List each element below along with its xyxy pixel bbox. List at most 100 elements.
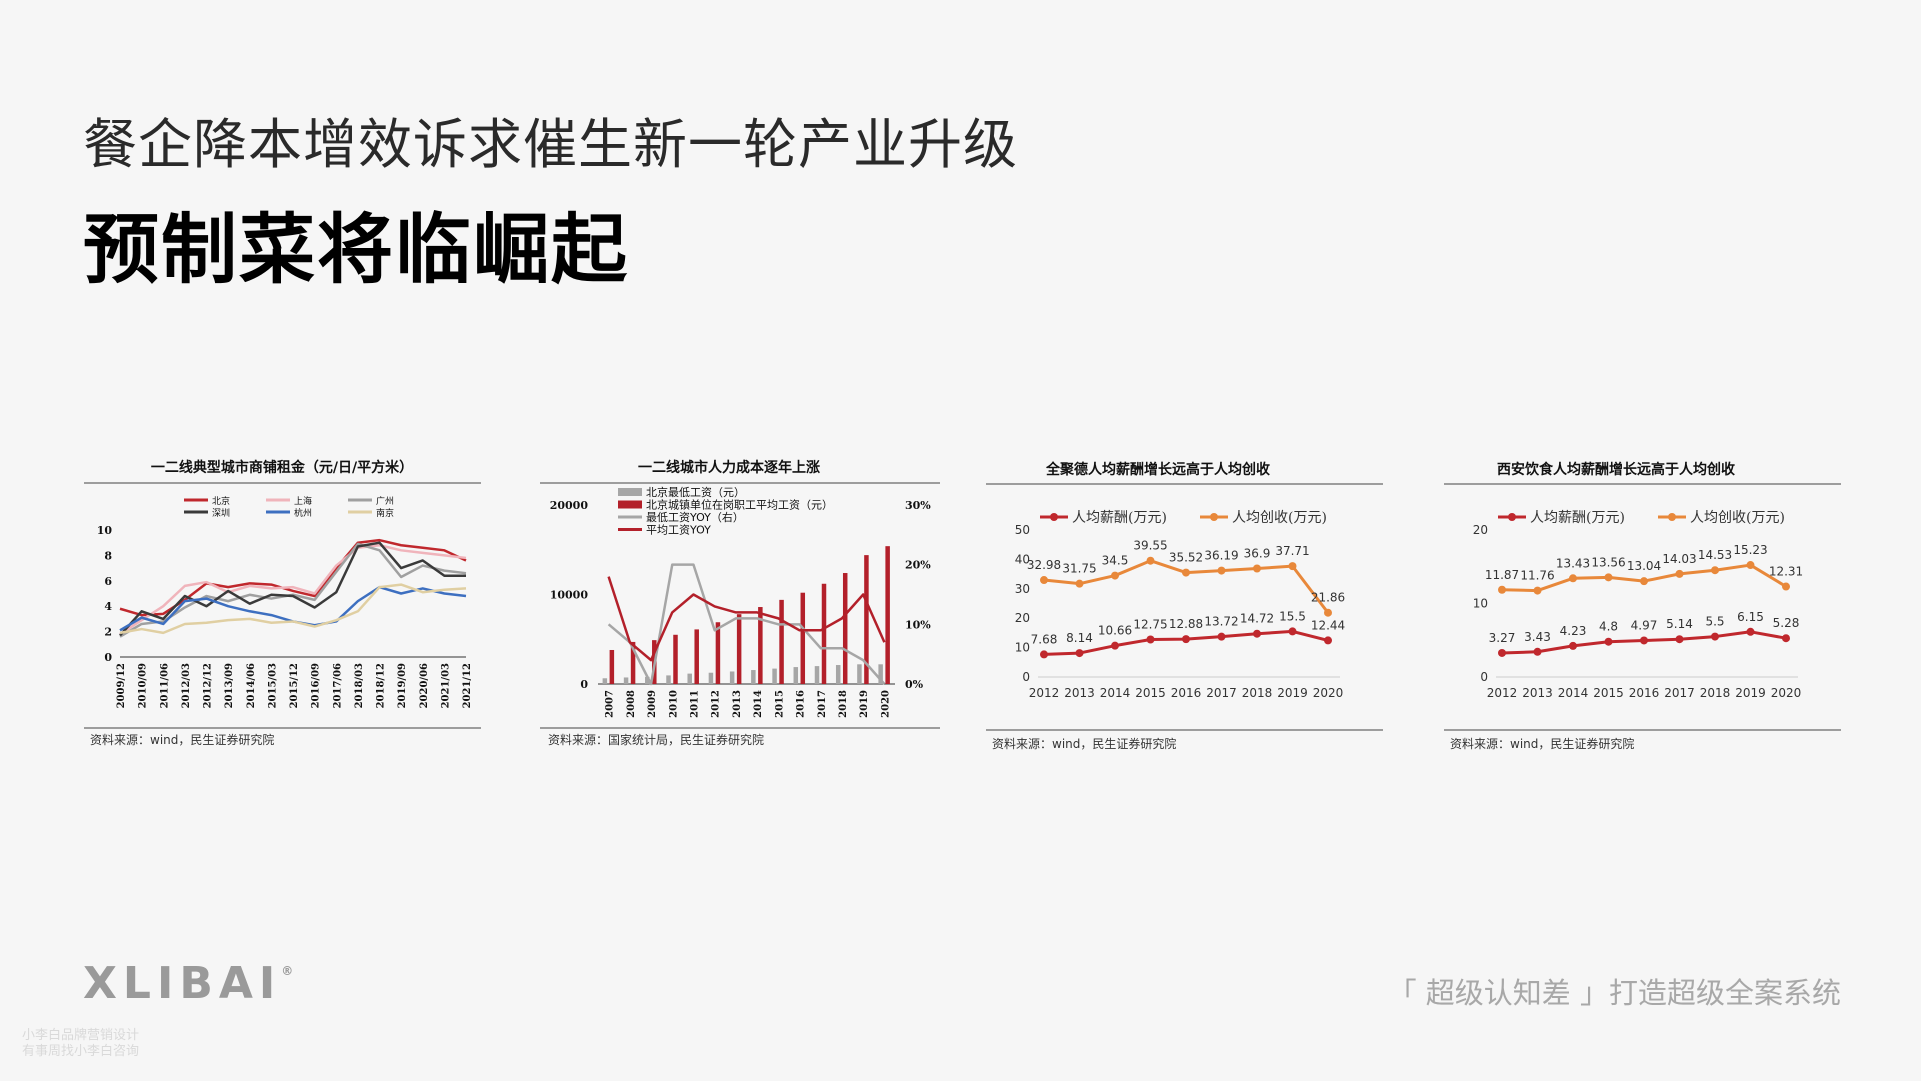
data-point [1498, 648, 1506, 657]
data-point [1498, 585, 1506, 594]
y-tick-label: 8 [104, 549, 112, 562]
x-tick-label: 2012/03 [181, 663, 192, 708]
data-label: 11.76 [1520, 569, 1554, 583]
data-label: 14.53 [1698, 548, 1732, 562]
logo-text: XLIBAI [83, 958, 282, 1009]
data-label: 32.98 [1027, 558, 1061, 572]
data-point [1782, 582, 1790, 591]
data-label: 11.87 [1485, 568, 1519, 582]
data-label: 10.66 [1098, 624, 1132, 638]
y-tick-label: 4 [104, 600, 112, 613]
bar [842, 573, 848, 684]
data-label: 4.23 [1560, 624, 1587, 638]
watermark-line: 有事周找小李白咨询 [22, 1044, 140, 1059]
page-title: 预制菜将临崛起 [83, 205, 629, 294]
x-tick-label: 2009/12 [116, 663, 127, 708]
bar [857, 664, 862, 684]
legend-label: 深圳 [212, 508, 230, 519]
bar [729, 671, 735, 684]
y-tick-label: 10000 [550, 589, 589, 602]
data-point [1746, 561, 1755, 570]
x-tick-label: 2017 [1206, 686, 1237, 700]
data-point [1604, 573, 1613, 582]
data-label: 13.56 [1591, 555, 1625, 569]
chart-source: 资料来源：wind，民生证券研究院 [992, 737, 1177, 751]
x-tick-label: 2015/03 [267, 663, 278, 708]
y-tick-label: 0 [104, 651, 112, 664]
data-point [1675, 635, 1684, 644]
legend-label: 杭州 [294, 507, 312, 519]
data-label: 8.14 [1066, 631, 1093, 645]
bar [708, 672, 714, 684]
x-tick-label: 2014 [1558, 686, 1589, 700]
data-label: 35.52 [1169, 551, 1203, 565]
bar [779, 599, 784, 684]
bar [821, 583, 827, 684]
x-tick-label: 2015 [774, 690, 785, 718]
page-subtitle: 餐企降本增效诉求催生新一轮产业升级 [83, 113, 1018, 176]
legend-label: 南京 [376, 507, 394, 519]
data-point [1111, 571, 1119, 580]
data-point [1711, 566, 1719, 575]
x-tick-label: 2017 [1664, 686, 1695, 700]
chart-panel-qjd: 全聚德人均薪酬增长远高于人均创收 0 10 20 30 40 50 2012 2013 2014 2… [986, 455, 1383, 755]
x-tick-label: 2014/06 [246, 663, 257, 708]
bar [687, 673, 692, 684]
x-tick-label: 2021/12 [462, 663, 473, 708]
data-label: 4.8 [1599, 620, 1618, 634]
data-point [1288, 562, 1297, 571]
data-label: 12.44 [1311, 618, 1345, 632]
x-tick-label: 2019 [1277, 686, 1308, 700]
data-label: 4.97 [1631, 618, 1658, 632]
y-tick-label: 20 [1473, 523, 1488, 537]
x-tick-label: 2010/09 [138, 663, 149, 708]
x-tick-label: 2013 [732, 690, 743, 718]
chart-title: 全聚德人均薪酬增长远高于人均创收 [1045, 461, 1271, 478]
x-tick-label: 2013 [1064, 686, 1095, 700]
y-tick-label: 2 [104, 626, 112, 639]
bar [715, 622, 721, 684]
data-label: 37.71 [1275, 544, 1309, 558]
bar [864, 555, 869, 684]
legend-swatch [618, 488, 642, 496]
y2-tick-label: 0% [905, 678, 924, 691]
x-tick-label: 2016 [1629, 686, 1660, 700]
rent-chart: 一二线典型城市商铺租金（元/日/平方米） 0 2 4 6 8 10 2009/12 2010/0… [84, 459, 481, 729]
legend-marker [1508, 513, 1516, 521]
data-point [1146, 635, 1155, 644]
y-tick-label: 0 [580, 678, 588, 691]
bar [758, 607, 763, 684]
x-tick-label: 2020 [1313, 686, 1344, 700]
legend-label: 北京城镇单位在岗职工平均工资（元） [646, 498, 833, 512]
legend-label: 人均薪酬(万元) [1530, 510, 1625, 526]
legend-label: 上海 [294, 495, 312, 507]
chart-title: 一二线城市人力成本逐年上涨 [638, 459, 820, 476]
data-point [1746, 627, 1755, 636]
data-point [1569, 641, 1577, 650]
data-label: 5.14 [1666, 617, 1693, 631]
chart-panel-rent: 一二线典型城市商铺租金（元/日/平方米） 0 2 4 6 8 10 2009/12 2010/0… [84, 455, 481, 755]
data-label: 5.28 [1773, 616, 1800, 630]
x-tick-label: 2018/03 [354, 663, 365, 708]
data-point [1040, 576, 1048, 585]
logo-mark: ® [281, 964, 294, 978]
data-label: 13.72 [1204, 615, 1238, 629]
legend-label: 平均工资YOY [646, 524, 711, 537]
y-tick-label: 10 [97, 524, 113, 537]
legend-label: 北京最低工资（元） [646, 485, 745, 499]
chart-panel-xa: 西安饮食人均薪酬增长远高于人均创收 0 10 20 2012 2013 2014 2015 20… [1444, 455, 1841, 755]
bar [736, 614, 742, 684]
chart-panel-labor: 一二线城市人力成本逐年上涨 0 10000 20000 0% 10% 20% 30% 2007 2… [540, 455, 940, 755]
data-label: 7.68 [1031, 632, 1058, 646]
x-tick-label: 2019 [1735, 686, 1766, 700]
data-point [1288, 627, 1297, 636]
bar [878, 664, 883, 684]
data-label: 14.03 [1662, 552, 1696, 566]
x-tick-label: 2007 [605, 690, 616, 718]
data-point [1075, 649, 1084, 658]
x-tick-label: 2008 [626, 690, 637, 718]
data-label: 36.9 [1244, 547, 1271, 561]
y-tick-label: 0 [1480, 670, 1488, 684]
data-label: 13.43 [1556, 556, 1590, 570]
data-label: 12.31 [1769, 565, 1803, 579]
